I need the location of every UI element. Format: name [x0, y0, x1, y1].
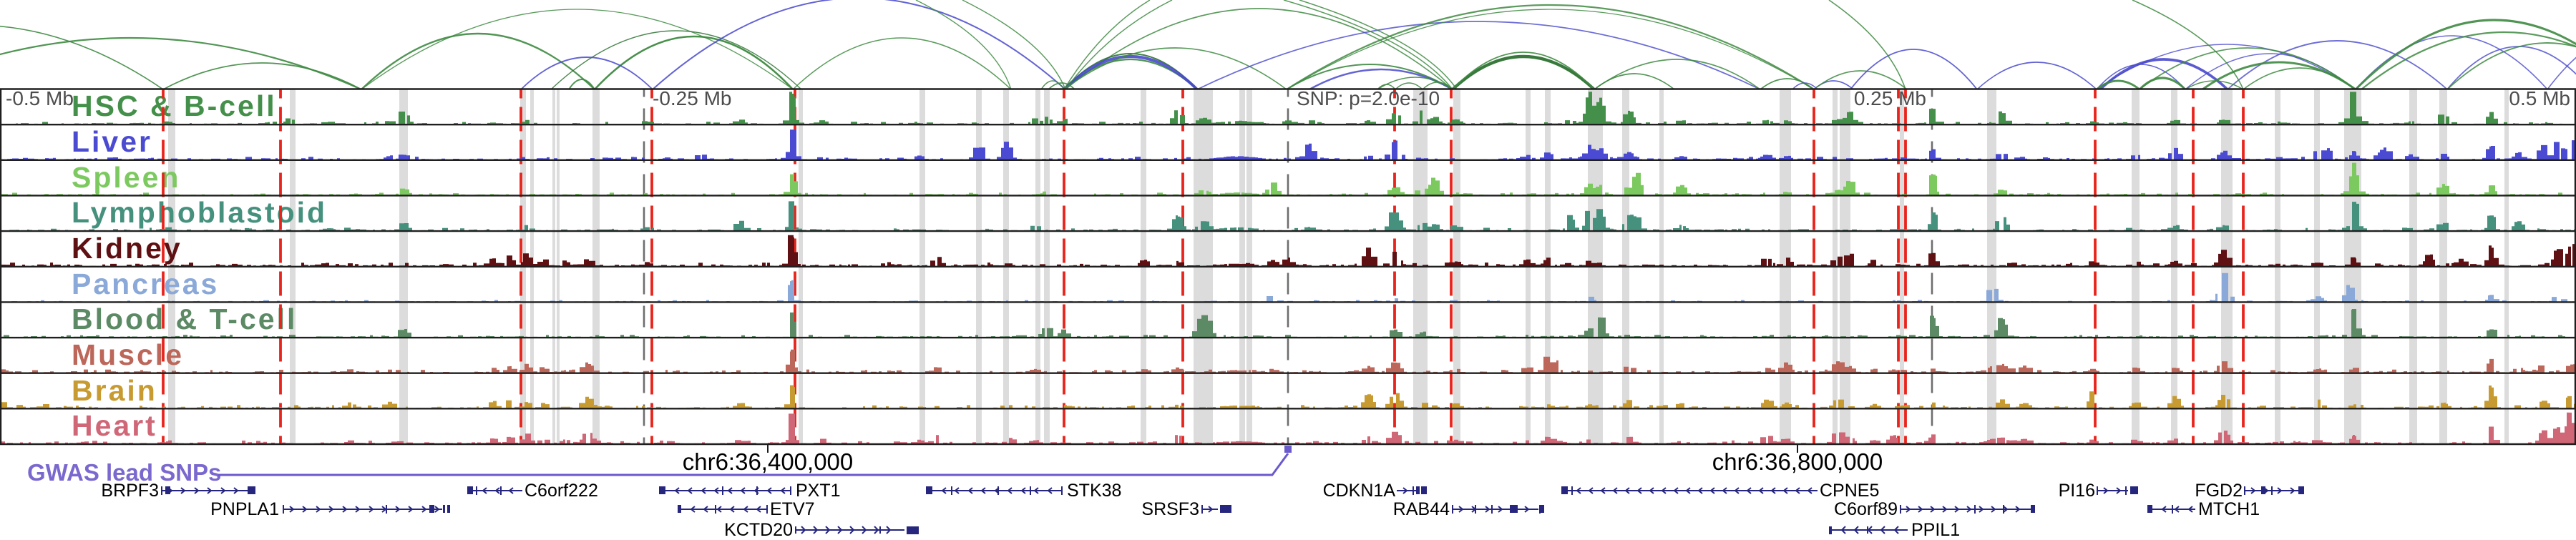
svg-text:Spleen: Spleen [72, 161, 180, 194]
svg-text:Pancreas: Pancreas [72, 267, 219, 300]
svg-text:STK38: STK38 [1067, 481, 1121, 501]
svg-text:-0.5 Mb: -0.5 Mb [6, 87, 74, 109]
svg-text:PI16: PI16 [2059, 481, 2095, 501]
svg-text:CDKN1A: CDKN1A [1323, 481, 1396, 501]
svg-text:BRPF3: BRPF3 [101, 481, 159, 501]
svg-text:Blood & T-cell: Blood & T-cell [72, 303, 297, 335]
svg-text:KCTD20: KCTD20 [724, 520, 793, 536]
svg-text:Kidney: Kidney [72, 232, 182, 265]
svg-text:0.25 Mb: 0.25 Mb [1854, 87, 1926, 109]
svg-text:0.5 Mb: 0.5 Mb [2509, 87, 2570, 109]
svg-text:Heart: Heart [72, 409, 157, 442]
svg-text:C6orf89: C6orf89 [1834, 499, 1898, 519]
svg-text:Muscle: Muscle [72, 338, 184, 371]
svg-text:ETV7: ETV7 [770, 499, 815, 519]
svg-text:GWAS lead SNPs: GWAS lead SNPs [27, 459, 221, 486]
svg-text:chr6:36,800,000: chr6:36,800,000 [1712, 448, 1883, 475]
svg-text:Liver: Liver [72, 125, 152, 158]
svg-text:PNPLA1: PNPLA1 [210, 499, 279, 519]
svg-text:MTCH1: MTCH1 [2198, 499, 2260, 519]
svg-text:SNP: p=2.0e-10: SNP: p=2.0e-10 [1297, 87, 1440, 109]
svg-text:-0.25 Mb: -0.25 Mb [653, 87, 732, 109]
svg-text:chr6:36,400,000: chr6:36,400,000 [683, 448, 854, 475]
svg-text:C6orf222: C6orf222 [525, 481, 598, 501]
svg-text:CPNE5: CPNE5 [1820, 481, 1879, 501]
svg-text:Brain: Brain [72, 374, 157, 407]
svg-text:HSC & B-cell: HSC & B-cell [72, 89, 277, 122]
svg-text:FGD2: FGD2 [2195, 481, 2243, 501]
svg-text:SRSF3: SRSF3 [1141, 499, 1199, 519]
svg-text:PPIL1: PPIL1 [1911, 520, 1960, 536]
svg-text:RAB44: RAB44 [1393, 499, 1450, 519]
svg-text:Lymphoblastoid: Lymphoblastoid [72, 196, 327, 229]
svg-text:PXT1: PXT1 [796, 481, 841, 501]
